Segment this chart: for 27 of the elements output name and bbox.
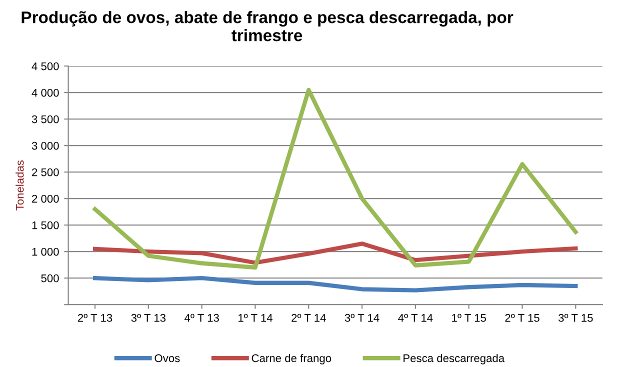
y-tick-label: 4 500 (32, 62, 59, 70)
legend-label: Carne de frango (252, 354, 332, 364)
chart-title: Produção de ovos, abate de frango e pesca descarregada, por trimestre (22, 11, 514, 42)
x-tick-label: 2º T 13 (78, 314, 112, 322)
y-tick-label: 2 000 (32, 194, 59, 203)
x-tick-label: 1º T 14 (238, 314, 272, 322)
y-axis-title: Toneladas (16, 160, 24, 210)
x-tick-label: 3º T 14 (344, 314, 380, 322)
legend-label: Ovos (154, 354, 180, 362)
line-series (92, 88, 578, 270)
y-tick-label: 1 000 (32, 248, 59, 256)
x-tick-label: 1º T 15 (452, 314, 486, 322)
x-tick-label: 4º T 13 (184, 314, 219, 322)
y-tick-label: 4 000 (32, 88, 59, 97)
legend-label: Pesca descarregada (404, 354, 505, 364)
x-tick-label: 4º T 14 (398, 314, 433, 322)
x-tick-label: 3º T 13 (131, 314, 166, 322)
y-tick-label: 500 (41, 274, 59, 282)
line-series (92, 276, 578, 292)
x-tick-label: 3º T 15 (558, 314, 593, 322)
x-tick-label: 2º T 15 (505, 314, 540, 322)
y-tick-label: 1 500 (32, 221, 59, 230)
x-tick-label: 2º T 14 (292, 314, 326, 322)
line-series (92, 242, 578, 265)
y-tick-label: 3 500 (32, 115, 59, 124)
y-tick-label: 3 000 (32, 142, 59, 150)
y-tick-label: 2 500 (32, 168, 59, 176)
